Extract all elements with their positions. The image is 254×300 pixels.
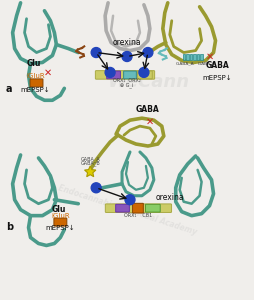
Text: orexina: orexina — [155, 193, 183, 202]
Text: orexina: orexina — [112, 38, 141, 46]
FancyBboxPatch shape — [30, 79, 43, 87]
FancyBboxPatch shape — [95, 70, 154, 79]
Bar — [199, 53, 202, 61]
Text: mEPSP↓: mEPSP↓ — [202, 75, 231, 81]
Text: ORX₁    CB1: ORX₁ CB1 — [123, 213, 151, 218]
Circle shape — [91, 183, 101, 193]
FancyBboxPatch shape — [115, 204, 129, 212]
Text: GABA_A: GABA_A — [80, 156, 100, 162]
Text: Glu: Glu — [51, 205, 65, 214]
Text: b: b — [6, 222, 13, 232]
Circle shape — [138, 68, 148, 77]
Bar — [196, 53, 198, 61]
Text: GABA_B: GABA_B — [80, 160, 100, 166]
Text: GABA: GABA — [135, 105, 159, 114]
Text: Glu: Glu — [26, 59, 41, 68]
Circle shape — [124, 195, 134, 205]
Bar — [192, 53, 195, 61]
Text: mEPSP↓: mEPSP↓ — [21, 87, 50, 93]
Text: ✕: ✕ — [145, 117, 153, 127]
Bar — [182, 53, 184, 61]
FancyBboxPatch shape — [54, 218, 67, 226]
Circle shape — [142, 48, 152, 58]
Circle shape — [105, 68, 115, 77]
Text: ✕: ✕ — [43, 68, 51, 77]
FancyBboxPatch shape — [105, 204, 171, 212]
Text: GABA: GABA — [205, 61, 229, 70]
Text: mEPSP↓: mEPSP↓ — [45, 225, 75, 231]
Text: iGluR: iGluR — [51, 213, 69, 219]
Text: a: a — [6, 84, 12, 94]
FancyBboxPatch shape — [137, 71, 152, 79]
Text: GABA_A   GABA_B: GABA_A GABA_B — [175, 61, 214, 65]
Text: ORX₁  ORX₂: ORX₁ ORX₂ — [113, 78, 140, 83]
Text: ⊕ G_i: ⊕ G_i — [120, 82, 133, 88]
FancyBboxPatch shape — [132, 203, 143, 213]
Polygon shape — [84, 166, 96, 177]
Text: iGluR: iGluR — [26, 74, 45, 80]
Bar — [189, 53, 192, 61]
Circle shape — [91, 48, 101, 58]
Circle shape — [122, 52, 132, 61]
Text: Endocannabinoid Global Academy: Endocannabinoid Global Academy — [56, 183, 197, 236]
FancyBboxPatch shape — [106, 71, 120, 79]
FancyBboxPatch shape — [145, 204, 160, 212]
Bar — [185, 53, 188, 61]
Text: ✕: ✕ — [205, 52, 213, 61]
FancyBboxPatch shape — [123, 71, 136, 79]
Text: WeCann: WeCann — [106, 74, 188, 92]
